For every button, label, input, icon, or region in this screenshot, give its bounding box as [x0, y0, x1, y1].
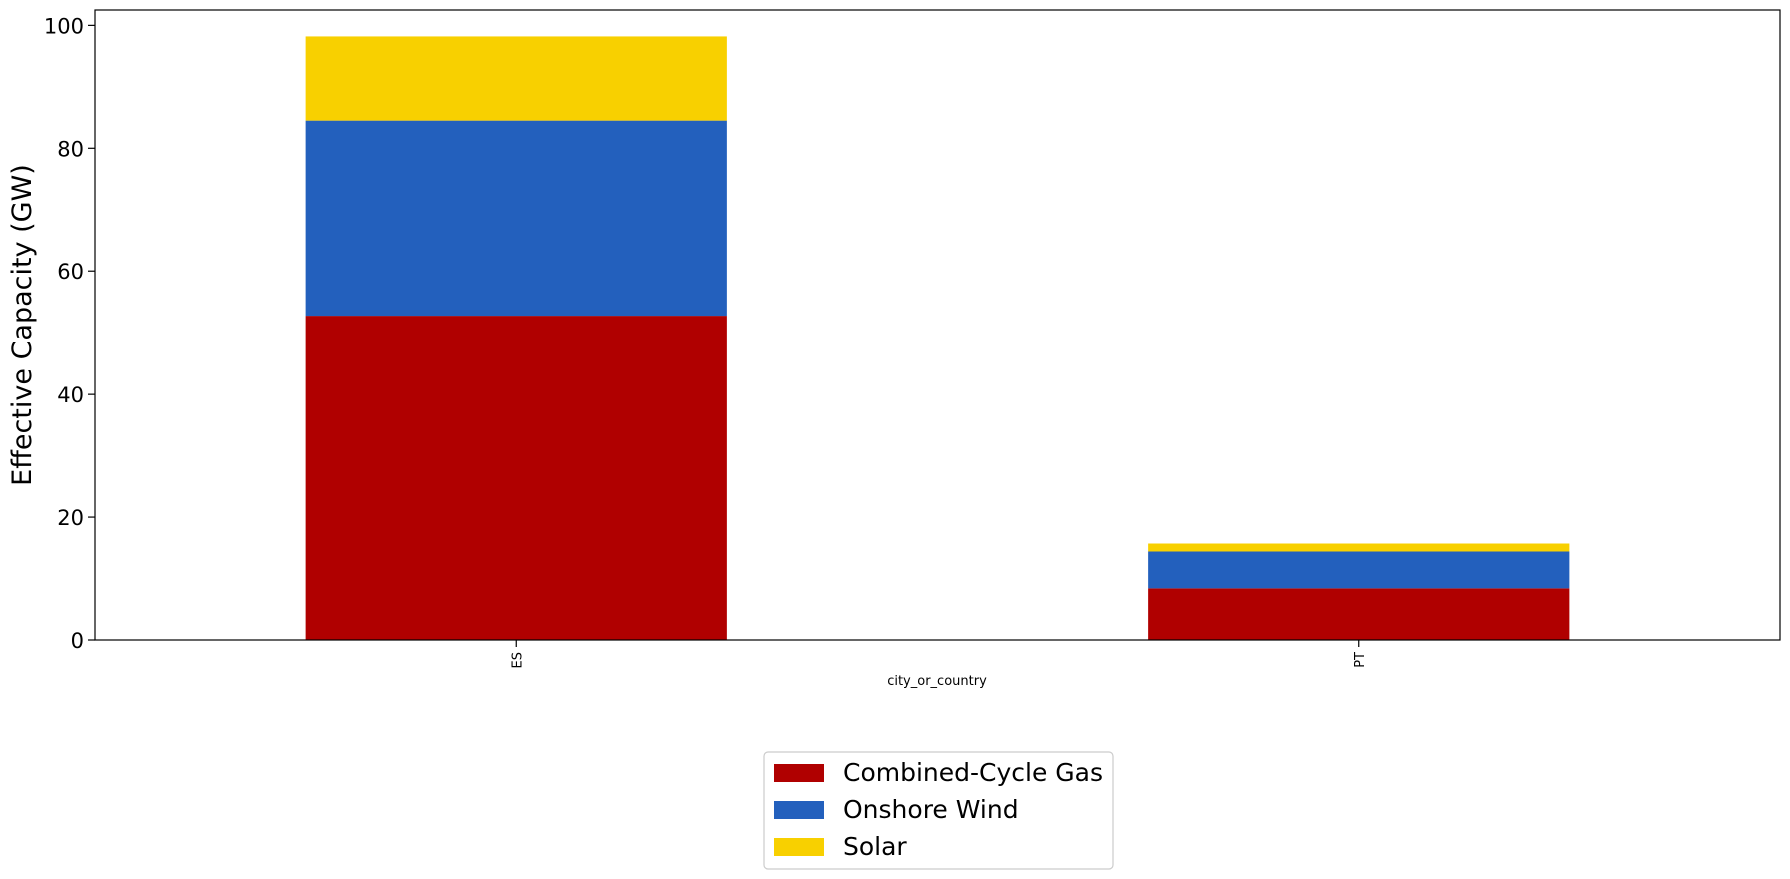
y-tick-label: 60: [57, 260, 84, 284]
bar-es-series-2: [305, 36, 727, 121]
legend-label: Onshore Wind: [843, 795, 1019, 824]
x-axis-label: city_or_country: [887, 674, 987, 689]
legend-label: Solar: [843, 832, 907, 861]
legend-swatch: [774, 801, 824, 819]
legend-label: Combined-Cycle Gas: [843, 758, 1103, 787]
y-axis: 0 20 40 60 80 100: [44, 14, 95, 653]
bars-layer: [305, 36, 1570, 640]
legend-swatch: [774, 838, 824, 856]
legend: Combined-Cycle Gas Onshore Wind Solar: [763, 751, 1114, 870]
y-tick-label: 80: [57, 137, 84, 161]
x-tick-label: ES: [510, 652, 525, 668]
bar-pt-series-1: [1148, 551, 1570, 589]
y-tick-label: 0: [71, 629, 84, 653]
x-tick-label: PT: [1353, 652, 1368, 668]
bar-es-series-1: [305, 120, 727, 317]
legend-swatch: [774, 764, 824, 782]
bar-pt-series-0: [1148, 588, 1570, 640]
plot-area-frame: [94, 9, 1781, 641]
y-tick-label: 20: [57, 506, 84, 530]
bar-pt-series-2: [1148, 543, 1570, 552]
x-axis: ES PT: [510, 640, 1368, 668]
legend-frame: [763, 751, 1114, 870]
y-tick-label: 40: [57, 383, 84, 407]
y-axis-label: Effective Capacity (GW): [7, 164, 38, 486]
bar-es-series-0: [305, 316, 727, 640]
y-tick-label: 100: [44, 14, 84, 38]
